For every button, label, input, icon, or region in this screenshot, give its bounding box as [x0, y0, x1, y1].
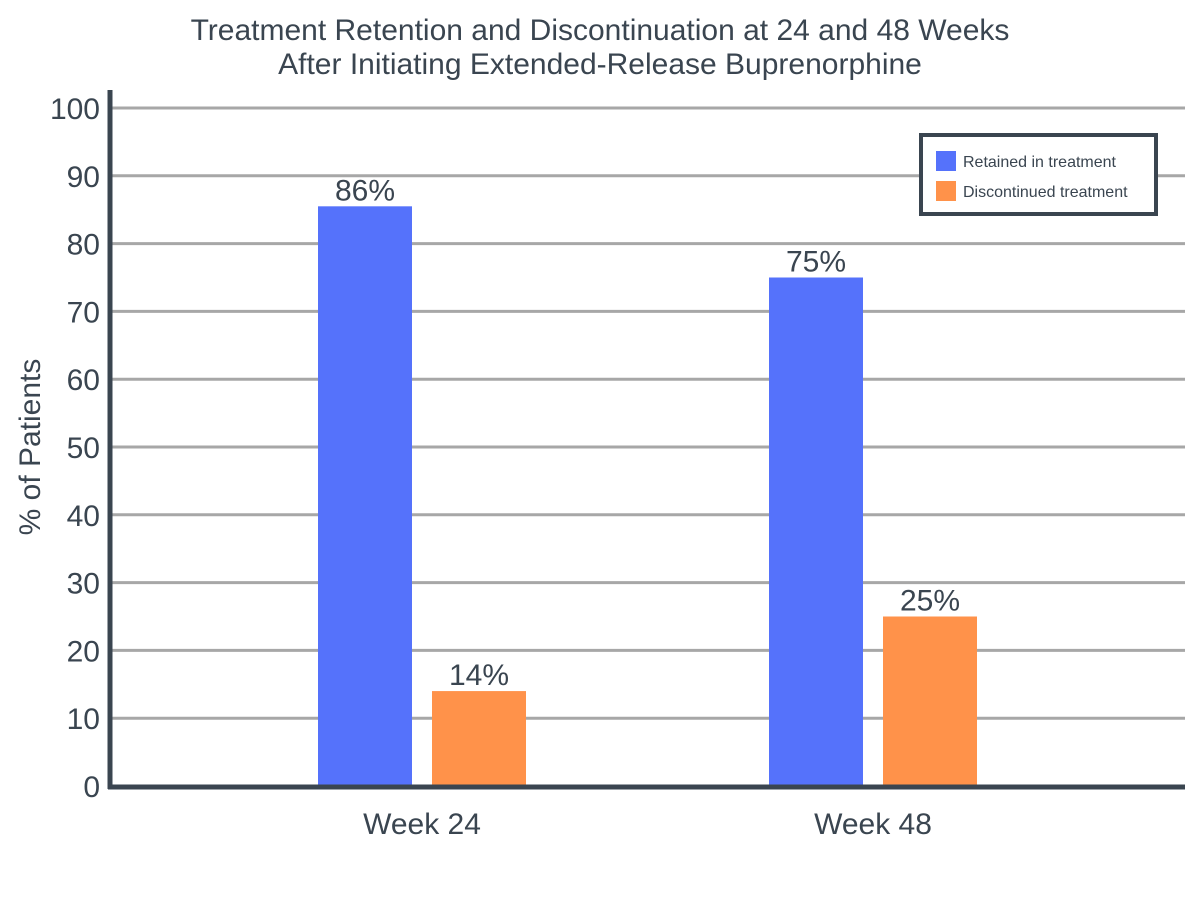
legend-label: Discontinued treatment	[963, 184, 1128, 201]
legend-swatch	[936, 151, 956, 171]
y-tick-label: 100	[50, 93, 100, 126]
y-tick-label: 10	[67, 703, 100, 736]
y-tick-label: 80	[67, 229, 100, 262]
data-label: 25%	[900, 585, 960, 618]
y-tick-label: 50	[67, 432, 100, 465]
data-label: 14%	[449, 659, 509, 692]
y-tick-label: 90	[67, 161, 100, 194]
legend-label: Retained in treatment	[963, 154, 1117, 171]
x-tick-label: Week 24	[363, 808, 481, 841]
y-tick-label: 60	[67, 364, 100, 397]
chart-title-line-1: Treatment Retention and Discontinuation …	[190, 14, 1010, 47]
bar-discontinued-week-24	[432, 691, 526, 786]
legend-swatch	[936, 181, 956, 201]
gridlines	[110, 106, 1185, 720]
legend: Retained in treatment Discontinued treatm…	[919, 133, 1158, 216]
y-tick-label: 70	[67, 296, 100, 329]
labels: 0 10 20 30 40 50 60 70 80 90 100 % of Patients 86% 14…	[14, 93, 960, 841]
bar-retained-week-24	[318, 206, 412, 786]
y-tick-label: 30	[67, 568, 100, 601]
bars	[318, 206, 977, 786]
y-tick-label: 0	[83, 771, 100, 804]
data-label: 75%	[786, 246, 846, 279]
x-tick-label: Week 48	[814, 808, 932, 841]
y-tick-label: 40	[67, 500, 100, 533]
bar-retained-week-48	[769, 277, 863, 786]
bar-discontinued-week-48	[883, 616, 977, 786]
y-tick-label: 20	[67, 635, 100, 668]
y-axis-label: % of Patients	[14, 359, 47, 536]
data-label: 86%	[335, 174, 395, 207]
axes	[107, 90, 1185, 790]
legend-box	[919, 133, 1158, 216]
chart-title-line-2: After Initiating Extended-Release Bupren…	[278, 48, 922, 81]
